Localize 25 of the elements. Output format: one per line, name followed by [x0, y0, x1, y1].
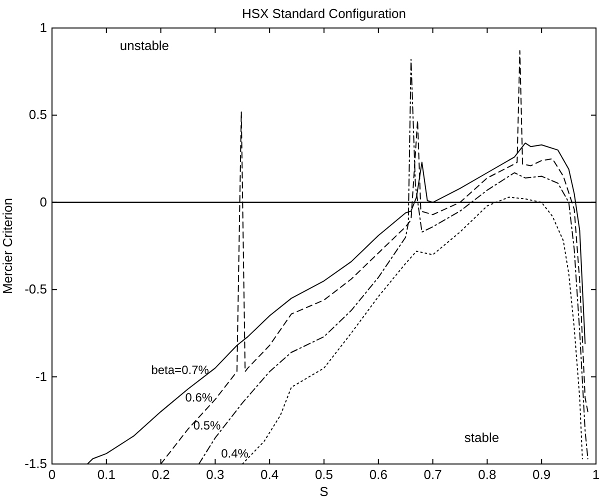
- series-label: 0.5%: [193, 418, 222, 433]
- x-tick-label: 0.4: [260, 467, 279, 482]
- x-tick-label: 0.8: [478, 467, 496, 482]
- y-tick-label: 0: [40, 194, 47, 210]
- series-label: 0.6%: [185, 390, 213, 405]
- x-axis-title: S: [320, 484, 329, 499]
- x-tick-label: 0.5: [314, 467, 334, 482]
- y-axis-title: Mercier Criterion: [0, 198, 15, 294]
- x-tick-label: 0.7: [424, 467, 442, 482]
- y-tick-label: 1: [40, 20, 47, 35]
- x-tick-label: 0.3: [206, 467, 224, 482]
- y-tick-label: -0.5: [24, 282, 47, 297]
- y-tick-label: -1.5: [24, 456, 47, 471]
- x-tick-label: 0.6: [369, 467, 388, 482]
- y-tick-label: -1: [35, 368, 47, 384]
- x-tick-label: 0.2: [152, 467, 170, 482]
- x-tick-label: 0.1: [97, 467, 116, 482]
- x-tick-label: 0.9: [532, 467, 551, 482]
- chart-title: HSX Standard Configuration: [242, 6, 406, 21]
- y-tick-label: 0.5: [28, 107, 47, 122]
- series-label: beta=0.7%: [151, 362, 210, 377]
- annotation: stable: [464, 430, 500, 445]
- annotation: unstable: [120, 38, 170, 53]
- x-tick-label: 1: [592, 467, 600, 482]
- series-label: 0.4%: [221, 446, 249, 461]
